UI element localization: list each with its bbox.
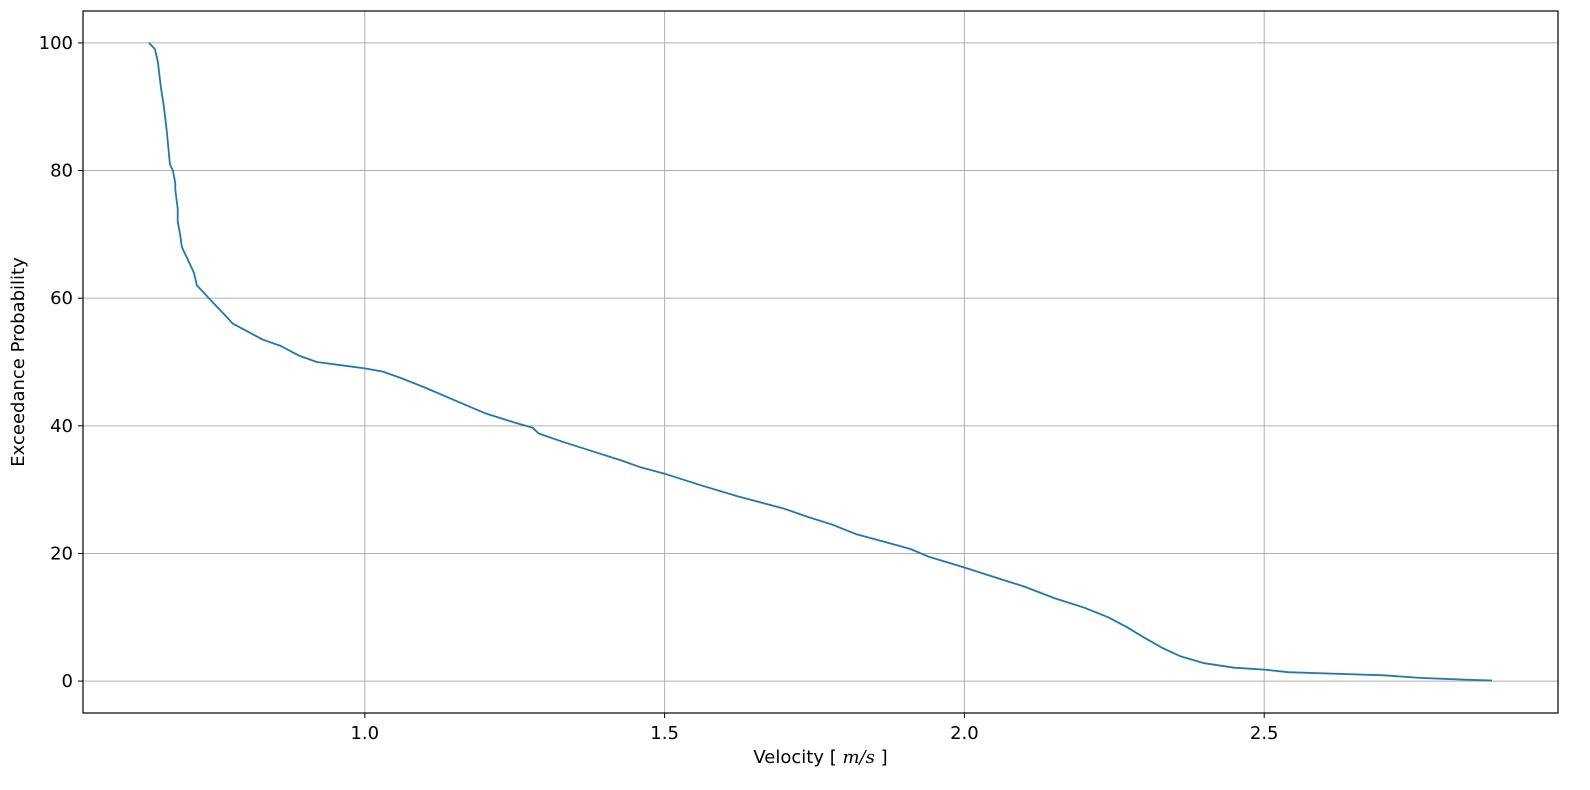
y-tick-label: 0 bbox=[62, 671, 73, 692]
x-tick-label: 2.0 bbox=[950, 723, 979, 744]
x-tick-label: 1.5 bbox=[650, 723, 679, 744]
plot-frame bbox=[82, 10, 1559, 714]
x-axis-label-text: Velocity bbox=[753, 747, 824, 768]
x-axis-ticks: 1.0 1.5 2.0 2.5 bbox=[350, 713, 1279, 744]
grid bbox=[83, 11, 1558, 713]
y-axis-ticks: 0 20 40 60 80 100 bbox=[39, 33, 83, 692]
y-tick-label: 100 bbox=[39, 33, 73, 54]
x-axis-label-bracket-close: ] bbox=[881, 747, 888, 768]
x-axis-label-bracket-open: [ bbox=[830, 747, 837, 768]
y-tick-label: 80 bbox=[50, 161, 73, 182]
series-layer bbox=[148, 42, 1493, 682]
y-tick-label: 40 bbox=[50, 416, 73, 437]
x-axis-label: Velocity [ m/s ] bbox=[753, 747, 887, 768]
x-tick-label: 2.5 bbox=[1250, 723, 1279, 744]
series-line-0 bbox=[148, 42, 1493, 682]
x-tick-label: 1.0 bbox=[350, 723, 379, 744]
y-axis-label: Exceedance Probability bbox=[8, 257, 29, 467]
y-tick-label: 60 bbox=[50, 288, 73, 309]
x-axis-label-unit: m/s bbox=[842, 747, 874, 768]
y-tick-label: 20 bbox=[50, 543, 73, 564]
